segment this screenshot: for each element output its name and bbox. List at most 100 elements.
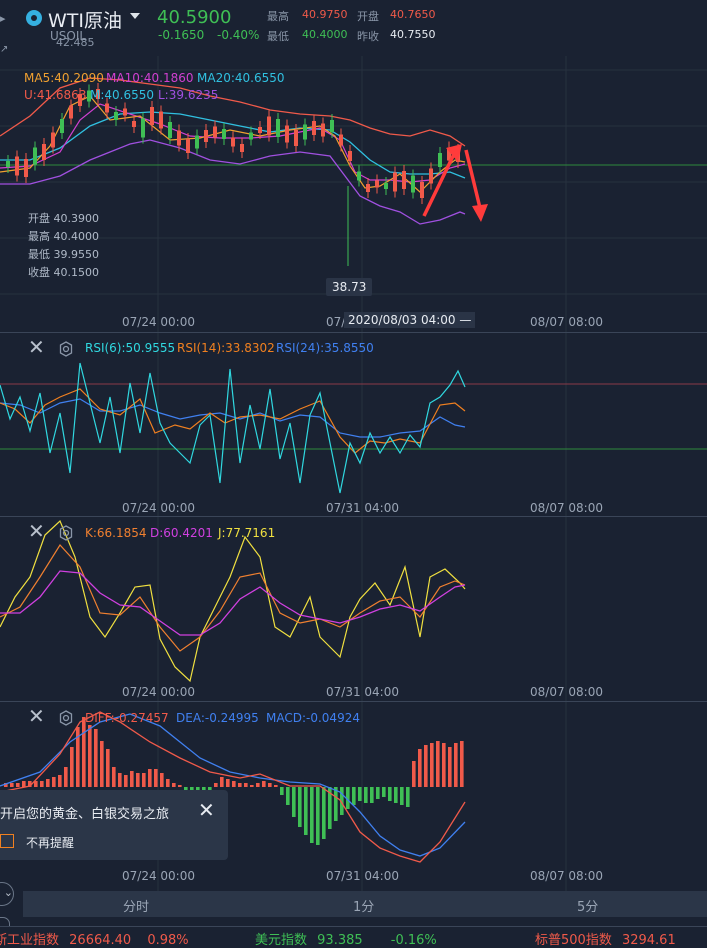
macd-bar [442, 743, 446, 787]
macd-bar [346, 787, 350, 809]
promo-checkbox[interactable] [0, 834, 14, 848]
rsi6-line [0, 362, 466, 494]
ma5-legend: MA5:40.2090 [24, 71, 104, 85]
ticker-item-2[interactable]: 美元指数 93.385 -0.16% [255, 929, 437, 948]
macd-bar [214, 783, 218, 787]
candle-body [42, 144, 46, 160]
main-chart-svg [0, 56, 707, 332]
candle-body [393, 172, 397, 192]
macd-bar [262, 781, 266, 787]
candle-body [168, 122, 172, 138]
macd-bar [322, 787, 326, 839]
crosshair-time-text: 2020/08/03 04:00 [348, 313, 456, 327]
chevron-down-icon[interactable]: ⌄ [0, 882, 14, 906]
open-label: 开盘 [357, 10, 379, 23]
boll-u-legend: U:41.6863 [24, 88, 87, 102]
ticker-item-1[interactable]: 斯工业指数 26664.40 0.98% [0, 929, 189, 948]
candle-body [294, 130, 298, 146]
ohlc-high-label: 最高 [28, 230, 50, 243]
rsi-xaxis-label-1: 07/24 00:00 [122, 501, 195, 515]
candle-body [159, 111, 163, 129]
macd-bar [142, 773, 146, 787]
macd-bar [52, 777, 56, 787]
candle-body [258, 127, 262, 133]
price-change: -0.1650 [158, 28, 205, 42]
main-chart[interactable]: MA5:40.2090 MA10:40.1860 MA20:40.6550 U:… [0, 56, 707, 332]
macd-bar [430, 743, 434, 787]
main-xaxis-label-1: 07/24 00:00 [122, 315, 195, 329]
candle-body [15, 156, 19, 176]
low-label: 最低 [267, 30, 289, 43]
macd-panel[interactable]: ✕ DIFF:-0.27457 DEA:-0.24995 MACD:-0.049… [0, 701, 707, 892]
circle-logo-icon [26, 10, 42, 26]
rsi14-legend: RSI(14):33.8302 [177, 341, 275, 355]
macd-bar [40, 781, 44, 787]
kdj-d-legend: D:60.4201 [150, 526, 213, 540]
arrow-down-head [472, 204, 488, 222]
tab-time-share[interactable]: 分时 [123, 900, 150, 915]
macd-bar [418, 749, 422, 787]
main-xaxis-label-2: 07/ [326, 315, 346, 329]
ohlc-open-label: 开盘 [28, 212, 50, 225]
ticker-value-3: 3294.61 [621, 933, 676, 948]
candle-body [213, 126, 217, 138]
promo-checkbox-label: 不再提醒 [26, 836, 75, 850]
candle-body [321, 123, 325, 137]
macd-bar [274, 785, 278, 787]
tab-1min[interactable]: 1分 [353, 900, 375, 915]
candle-body [330, 120, 334, 132]
low-price-mark-text: 38.73 [332, 280, 367, 294]
candle-body [366, 184, 370, 192]
kdj-close-icon[interactable]: ✕ [28, 519, 45, 543]
macd-bar [46, 779, 50, 787]
macd-bar [436, 741, 440, 787]
macd-bar [412, 761, 416, 787]
macd-bar [58, 775, 62, 787]
rsi-close-icon[interactable]: ✕ [28, 335, 45, 359]
ticker-item-3[interactable]: 标普500指数 3294.61 [535, 929, 676, 948]
crosshair-time-label: 2020/08/03 04:00 — [344, 312, 476, 328]
candle-body [87, 90, 91, 102]
rsi24-line [0, 398, 466, 438]
sidebar-collapse-icon[interactable]: ▸ [0, 12, 6, 25]
candle-body [249, 132, 253, 140]
boll-m-legend: M:40.6550 [90, 88, 155, 102]
main-xaxis-label-3: 08/07 08:00 [530, 315, 603, 329]
macd-bar [118, 773, 122, 787]
caret-down-icon[interactable] [130, 13, 140, 19]
macd-bar [238, 783, 242, 787]
expand-arrows-icon[interactable]: ↗ [0, 44, 9, 55]
ma20-legend: MA20:40.6550 [197, 71, 285, 85]
rsi-panel[interactable]: ✕ RSI(6):50.9555 RSI(14):33.8302 RSI(24)… [0, 332, 707, 517]
ticker-value-2: 93.385 [317, 933, 363, 948]
rsi14-line [0, 388, 466, 454]
macd-bar [100, 741, 104, 787]
promo-popup[interactable]: 开启您的黄金、白银交易之旅 ✕ 不再提醒 [0, 790, 228, 860]
symbol-name[interactable]: WTI原油 [48, 10, 122, 32]
candle-body [438, 153, 442, 167]
rsi-gear-icon[interactable] [58, 341, 74, 357]
symbol-code: USOIL [50, 29, 87, 43]
macd-gear-icon[interactable] [58, 710, 74, 726]
tab-5min[interactable]: 5分 [577, 900, 599, 915]
period-tabs: 分时 1分 5分 [23, 891, 707, 917]
macd-bar [334, 787, 338, 821]
macd-bar [82, 717, 86, 787]
kdj-xaxis-label-2: 07/31 04:00 [326, 685, 399, 699]
candle-body [411, 175, 415, 193]
macd-diff-legend: DIFF:-0.27457 [85, 711, 169, 725]
promo-close-icon[interactable]: ✕ [198, 798, 215, 822]
macd-bar [382, 787, 386, 797]
prev-close-value: 40.7550 [390, 28, 436, 41]
macd-close-icon[interactable]: ✕ [28, 704, 45, 728]
macd-bar [70, 747, 74, 787]
candle-body [312, 121, 316, 135]
kdj-panel[interactable]: ✕ K:66.1854 D:60.4201 J:77.7161 07/24 00… [0, 516, 707, 702]
kdj-gear-icon[interactable] [58, 525, 74, 541]
candle-body [402, 171, 406, 189]
candle-body [231, 137, 235, 147]
macd-bar [10, 783, 14, 787]
candle-body [60, 119, 64, 133]
rsi-xaxis-label-2: 07/31 04:00 [326, 501, 399, 515]
candle-body [222, 129, 226, 139]
